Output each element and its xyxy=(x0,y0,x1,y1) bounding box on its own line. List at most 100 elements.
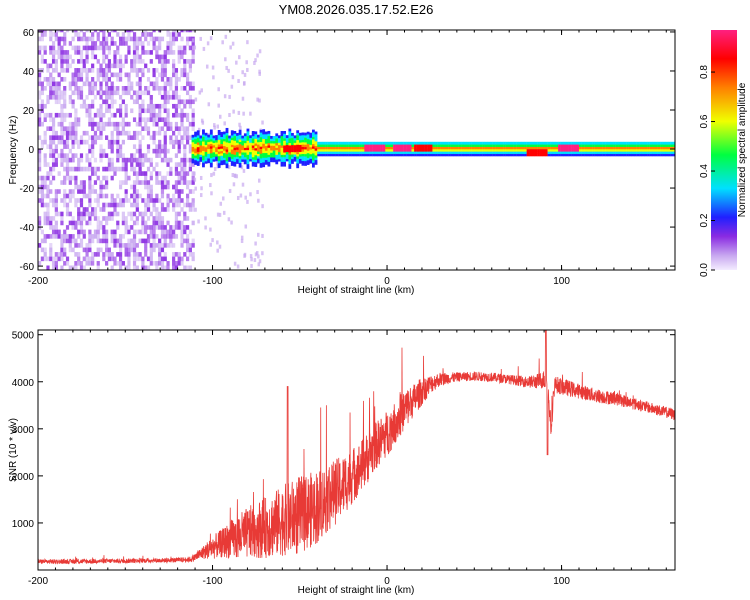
spectrogram-cell xyxy=(49,36,53,42)
spectrogram-cell xyxy=(183,103,187,109)
spectrogram-cell xyxy=(306,150,310,154)
spectrogram-cell xyxy=(654,141,658,145)
spectrogram-cell xyxy=(246,128,250,132)
spectrogram-cell xyxy=(224,34,228,39)
spectrogram-cell xyxy=(60,234,64,239)
spectrogram-cell xyxy=(158,72,162,78)
spectrogram-cell xyxy=(132,54,137,60)
spectrogram-cell xyxy=(88,256,92,262)
spectrogram-cell xyxy=(135,243,139,248)
spectrogram-cell xyxy=(238,141,242,145)
spectrogram-cell xyxy=(558,153,561,157)
spectrogram-cell xyxy=(174,162,179,167)
spectrogram-cell xyxy=(272,147,276,151)
spectrogram-cell xyxy=(38,198,42,203)
spectrogram-cell xyxy=(479,144,483,147)
spectrogram-cell xyxy=(270,157,273,160)
spectrogram-cell xyxy=(127,72,131,78)
spectrogram-cell xyxy=(330,146,334,150)
spectrogram-cell xyxy=(414,141,417,145)
spectrogram-cell xyxy=(213,123,216,128)
spectrogram-cell xyxy=(172,68,176,73)
spectrogram-cell xyxy=(311,136,315,140)
spectrogram-cell xyxy=(212,137,216,141)
spectrogram-cell xyxy=(267,161,271,165)
spectrogram-cell xyxy=(222,145,226,149)
spectrogram-cell xyxy=(121,166,125,172)
spectrogram-cell xyxy=(283,133,287,137)
spectrogram-cell xyxy=(191,256,195,262)
spectrogram-cell xyxy=(592,151,595,154)
spectrogram-cell xyxy=(490,148,493,152)
y-tick-label: -60 xyxy=(20,262,35,273)
spectrogram-cell xyxy=(228,154,232,158)
spectrogram-cell xyxy=(573,151,577,154)
spectrogram-cell xyxy=(174,180,179,185)
spectrogram-cell xyxy=(393,144,396,147)
spectrogram-cell xyxy=(450,144,454,147)
spectrogram-cell xyxy=(177,193,181,199)
spectrogram-cell xyxy=(166,30,170,33)
spectrogram-cell xyxy=(155,117,159,123)
spectrogram-cell xyxy=(581,141,585,145)
spectrogram-cell xyxy=(74,81,78,87)
spectrogram-cell xyxy=(311,141,315,145)
spectrogram-cell xyxy=(49,148,53,154)
spectrogram-cell xyxy=(236,156,239,160)
spectrogram-cell xyxy=(135,193,139,199)
spectrogram-cell xyxy=(49,135,53,140)
spectrogram-cell xyxy=(272,157,276,160)
spectrogram-cell xyxy=(135,36,139,42)
spectrogram-cell xyxy=(152,166,156,172)
spectrogram-cell xyxy=(180,30,184,33)
spectrogram-cell xyxy=(293,149,297,153)
spectrogram-cell xyxy=(573,144,577,147)
spectrogram-cell xyxy=(88,162,92,167)
spectrogram-cell xyxy=(531,148,535,152)
spectrogram-cell xyxy=(54,148,58,154)
spectrogram-cell xyxy=(96,175,100,181)
spectrogram-cell xyxy=(188,157,192,163)
spectrogram-cell xyxy=(563,144,567,147)
spectrogram-cell xyxy=(335,146,339,150)
spectrogram-cell xyxy=(628,151,632,154)
spectrogram-cell xyxy=(152,112,156,118)
spectrogram-cell xyxy=(51,265,56,270)
spectrogram-cell xyxy=(209,143,213,147)
spectrogram-cell xyxy=(262,152,266,156)
spectrogram-cell xyxy=(555,151,559,154)
spectrogram-cell xyxy=(581,144,585,147)
spectrogram-cell xyxy=(155,175,159,181)
spectrogram-cell xyxy=(393,146,396,150)
spectrogram-cell xyxy=(130,81,134,87)
spectrogram-cell xyxy=(160,225,165,230)
spectrogram-cell xyxy=(513,148,517,152)
spectrogram-cell xyxy=(82,36,86,42)
spectrogram-cell xyxy=(57,45,61,51)
spectrogram-cell xyxy=(180,225,184,230)
spectrogram-cell xyxy=(242,160,246,165)
spectrogram-cell xyxy=(209,162,213,166)
spectrogram-cell xyxy=(102,45,106,51)
spectrogram-cell xyxy=(51,130,56,136)
spectrogram-cell xyxy=(118,247,123,253)
spectrogram-cell xyxy=(99,207,103,212)
spectrogram-cell xyxy=(259,129,263,133)
spectrogram-cell xyxy=(280,142,284,146)
spectrogram-cell xyxy=(542,153,546,157)
colorbar-tick-label: 0.4 xyxy=(699,164,710,178)
spectrogram-cell xyxy=(322,144,326,147)
spectrogram-cell xyxy=(348,153,352,157)
spectrogram-cell xyxy=(267,147,271,151)
spectrogram-cell xyxy=(180,157,184,163)
spectrogram-cell xyxy=(382,141,386,145)
spectrogram-cell xyxy=(110,238,114,244)
spectrogram-cell xyxy=(188,243,192,248)
spectrogram-cell xyxy=(149,157,153,163)
spectrogram-cell xyxy=(571,141,574,145)
x-tick-label: -200 xyxy=(28,276,48,287)
spectrogram-cell xyxy=(597,151,601,154)
spectrogram-cell xyxy=(79,153,84,158)
spectrogram-cell xyxy=(529,148,533,152)
spectrogram-cell xyxy=(398,141,402,145)
